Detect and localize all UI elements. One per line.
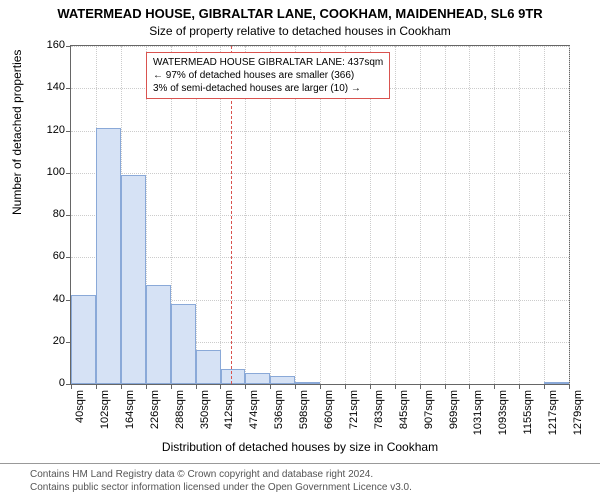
x-tick-label: 1031sqm <box>472 390 484 435</box>
y-tick <box>66 131 71 132</box>
y-tick-label: 80 <box>53 208 65 220</box>
x-tick <box>220 384 221 389</box>
gridline-vertical <box>395 46 396 384</box>
x-tick-label: 164sqm <box>124 390 136 429</box>
gridline-vertical <box>469 46 470 384</box>
y-tick <box>66 215 71 216</box>
y-axis-label: Number of detached properties <box>10 50 24 215</box>
x-tick-label: 102sqm <box>99 390 111 429</box>
y-tick-label: 160 <box>47 39 65 51</box>
annotation-line: 3% of semi-detached houses are larger (1… <box>153 82 383 95</box>
gridline-vertical <box>544 46 545 384</box>
x-tick-label: 598sqm <box>298 390 310 429</box>
x-tick <box>445 384 446 389</box>
x-tick-label: 660sqm <box>323 390 335 429</box>
x-tick-label: 1279sqm <box>572 390 584 435</box>
gridline-vertical <box>420 46 421 384</box>
annotation-box: WATERMEAD HOUSE GIBRALTAR LANE: 437sqm← … <box>146 52 390 99</box>
y-tick <box>66 257 71 258</box>
x-tick-label: 350sqm <box>199 390 211 429</box>
footer-divider <box>0 463 600 464</box>
footer-line-1: Contains HM Land Registry data © Crown c… <box>30 468 412 481</box>
histogram-bar <box>171 304 196 384</box>
x-tick-label: 226sqm <box>149 390 161 429</box>
histogram-bar <box>121 175 146 384</box>
x-tick <box>569 384 570 389</box>
y-tick-label: 120 <box>47 124 65 136</box>
annotation-line: WATERMEAD HOUSE GIBRALTAR LANE: 437sqm <box>153 56 383 69</box>
histogram-bar <box>96 128 121 384</box>
histogram-bar <box>146 285 171 384</box>
x-axis-label: Distribution of detached houses by size … <box>0 440 600 454</box>
x-tick-label: 969sqm <box>448 390 460 429</box>
x-tick-label: 783sqm <box>373 390 385 429</box>
x-tick-label: 536sqm <box>273 390 285 429</box>
x-tick <box>245 384 246 389</box>
x-tick-label: 907sqm <box>423 390 435 429</box>
y-tick-label: 0 <box>59 377 65 389</box>
gridline-vertical <box>494 46 495 384</box>
x-tick <box>519 384 520 389</box>
gridline-vertical <box>519 46 520 384</box>
y-tick-label: 140 <box>47 81 65 93</box>
histogram-bar <box>221 369 246 384</box>
histogram-bar <box>196 350 221 384</box>
y-tick <box>66 88 71 89</box>
x-tick <box>395 384 396 389</box>
x-tick <box>171 384 172 389</box>
x-tick <box>370 384 371 389</box>
x-tick-label: 845sqm <box>398 390 410 429</box>
x-tick <box>196 384 197 389</box>
gridline-vertical <box>445 46 446 384</box>
x-tick <box>420 384 421 389</box>
y-tick <box>66 173 71 174</box>
x-tick <box>270 384 271 389</box>
x-tick-label: 721sqm <box>348 390 360 429</box>
y-tick-label: 20 <box>53 335 65 347</box>
annotation-line: ← 97% of detached houses are smaller (36… <box>153 69 383 82</box>
footer-line-2: Contains public sector information licen… <box>30 481 412 494</box>
y-tick-label: 60 <box>53 250 65 262</box>
x-tick <box>295 384 296 389</box>
x-tick <box>320 384 321 389</box>
x-tick <box>71 384 72 389</box>
y-tick <box>66 46 71 47</box>
x-tick-label: 412sqm <box>223 390 235 429</box>
x-tick <box>469 384 470 389</box>
x-tick <box>121 384 122 389</box>
x-tick-label: 1093sqm <box>497 390 509 435</box>
x-tick-label: 40sqm <box>74 390 86 423</box>
y-tick-label: 100 <box>47 166 65 178</box>
x-tick <box>544 384 545 389</box>
histogram-bar <box>544 382 569 384</box>
x-tick <box>345 384 346 389</box>
histogram-bar <box>270 376 295 384</box>
x-tick-label: 288sqm <box>174 390 186 429</box>
x-tick <box>146 384 147 389</box>
histogram-bar <box>295 382 320 384</box>
x-tick-label: 1155sqm <box>522 390 534 434</box>
histogram-chart: WATERMEAD HOUSE GIBRALTAR LANE: 437sqm← … <box>70 45 570 385</box>
histogram-bar <box>245 373 270 384</box>
x-tick-label: 1217sqm <box>547 390 559 435</box>
histogram-bar <box>71 295 96 384</box>
gridline-vertical <box>569 46 570 384</box>
page-subtitle: Size of property relative to detached ho… <box>0 24 600 38</box>
x-tick <box>494 384 495 389</box>
y-tick-label: 40 <box>53 293 65 305</box>
page-title: WATERMEAD HOUSE, GIBRALTAR LANE, COOKHAM… <box>0 6 600 21</box>
x-tick <box>96 384 97 389</box>
footer-text: Contains HM Land Registry data © Crown c… <box>30 468 412 494</box>
x-tick-label: 474sqm <box>248 390 260 429</box>
